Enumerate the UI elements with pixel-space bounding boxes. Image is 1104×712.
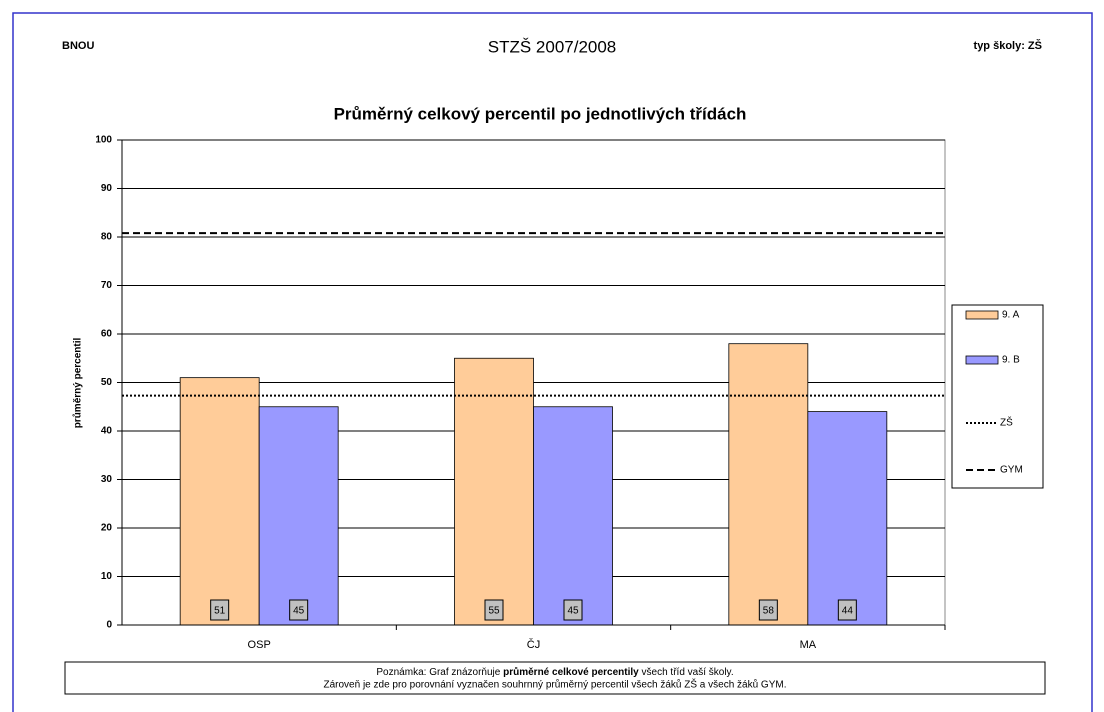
value-label-box (837, 599, 857, 621)
bar (258, 406, 339, 626)
value-label-box (484, 599, 504, 621)
x-tick-label: OSP (248, 639, 271, 651)
bar (454, 357, 534, 626)
legend-swatch (965, 355, 999, 365)
value-label-box (563, 599, 583, 621)
legend-label: 9. B (1002, 355, 1020, 366)
bar (533, 406, 613, 626)
value-label-box (758, 599, 778, 621)
y-tick-label: 90 (101, 183, 113, 194)
value-label-box (210, 599, 230, 621)
note-bold: průměrné celkové percentily (503, 666, 639, 678)
value-label: 58 (763, 606, 775, 617)
legend-swatch (965, 310, 999, 320)
page-border (12, 12, 1093, 712)
note-text: Poznámka: Graf znázorňuje (376, 667, 503, 678)
value-label: 45 (567, 606, 579, 617)
x-tick-label: MA (800, 639, 817, 651)
y-axis-label: průměrný percentil (72, 337, 84, 428)
note-line1: Poznámka: Graf znázorňuje průměrné celko… (376, 666, 733, 678)
y-tick-label: 100 (95, 135, 112, 146)
legend-box (951, 304, 1044, 489)
value-label: 51 (214, 606, 226, 617)
y-tick-label: 0 (106, 620, 112, 631)
value-label-box (289, 599, 309, 621)
header-left: BNOU (62, 40, 94, 52)
x-tick-label: ČJ (527, 638, 540, 651)
y-tick-label: 80 (101, 232, 113, 243)
value-label: 55 (488, 606, 500, 617)
value-label: 45 (293, 606, 305, 617)
legend-label: ZŠ (1000, 416, 1013, 429)
bar (728, 343, 809, 626)
y-tick-label: 20 (101, 523, 113, 534)
y-tick-label: 40 (101, 426, 113, 437)
chart-title: Průměrný celkový percentil po jednotlivý… (334, 104, 747, 123)
bar (807, 411, 888, 626)
header-center: STZŠ 2007/2008 (488, 37, 617, 56)
y-tick-label: 10 (101, 571, 113, 582)
bar (179, 377, 260, 626)
legend-label: GYM (1000, 465, 1023, 476)
legend-label: 9. A (1002, 310, 1020, 321)
y-tick-label: 50 (101, 377, 113, 388)
header-right: typ školy: ZŠ (974, 39, 1042, 52)
note-text: všech tříd vaší školy. (639, 667, 734, 678)
y-tick-label: 30 (101, 474, 113, 485)
value-label: 44 (842, 606, 854, 617)
note-line2: Zároveň je zde pro porovnání vyznačen so… (323, 678, 786, 691)
y-tick-label: 60 (101, 329, 113, 340)
y-tick-label: 70 (101, 280, 113, 291)
note-box (64, 661, 1046, 695)
